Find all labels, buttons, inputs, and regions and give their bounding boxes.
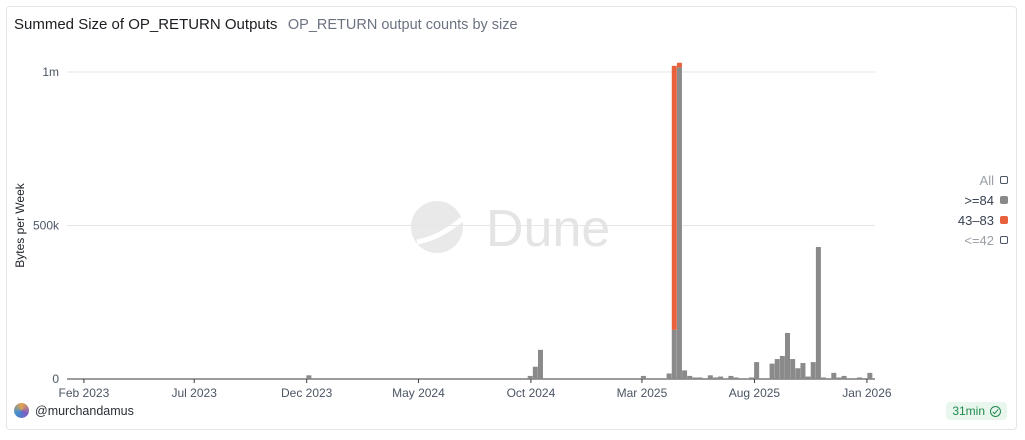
bar-ge84[interactable] <box>836 377 842 379</box>
bar-ge84[interactable] <box>790 359 796 379</box>
author-name: @murchandamus <box>35 403 134 418</box>
bar-ge84[interactable] <box>537 349 543 379</box>
legend-swatch <box>1000 176 1008 184</box>
bar-ge84[interactable] <box>795 368 801 379</box>
y-tick-label: 500k <box>33 219 60 233</box>
y-tick-label: 1m <box>42 65 59 79</box>
x-tick-label: Aug 2025 <box>729 386 781 400</box>
bar-ge84[interactable] <box>810 362 816 379</box>
bar-ge84[interactable] <box>785 332 791 379</box>
legend-item[interactable]: >=84 <box>928 190 1008 210</box>
bar-ge84[interactable] <box>707 375 713 379</box>
author[interactable]: @murchandamus <box>14 403 134 418</box>
watermark-text: Dune <box>486 200 610 258</box>
bar-43-83[interactable] <box>676 62 682 68</box>
legend-label: 43–83 <box>957 212 994 228</box>
legend-label: All <box>979 172 994 188</box>
x-tick-label: Jan 2026 <box>842 386 892 400</box>
refresh-time: 31min <box>952 404 985 418</box>
check-circle-icon <box>990 405 1001 417</box>
legend-item[interactable]: 43–83 <box>928 210 1008 230</box>
bar-ge84[interactable] <box>774 359 780 379</box>
bar-ge84[interactable] <box>527 375 533 379</box>
x-tick-label: Feb 2023 <box>59 386 110 400</box>
avatar <box>14 403 29 418</box>
legend-swatch <box>1000 216 1008 224</box>
legend-item[interactable]: <=42 <box>928 230 1008 250</box>
bar-ge84[interactable] <box>779 355 785 379</box>
bar-ge84[interactable] <box>676 67 682 380</box>
legend-label: >=84 <box>964 192 994 208</box>
bar-ge84[interactable] <box>733 377 739 379</box>
chart-header: Summed Size of OP_RETURN Outputs OP_RETU… <box>14 16 518 34</box>
chart-legend: All >=84 43–83 <=42 <box>928 170 1008 250</box>
bar-ge84[interactable] <box>697 377 703 379</box>
bar-ge84[interactable] <box>728 375 734 379</box>
bar-ge84[interactable] <box>640 375 646 379</box>
dune-watermark: Dune <box>411 200 610 258</box>
y-tick-label: 0 <box>52 372 59 386</box>
refresh-badge[interactable]: 31min <box>946 402 1007 420</box>
y-axis-label: Bytes per Week <box>13 182 27 267</box>
bar-ge84[interactable] <box>666 373 672 379</box>
bar-ge84[interactable] <box>682 370 688 379</box>
bar-ge84[interactable] <box>532 366 538 379</box>
legend-swatch <box>1000 196 1008 204</box>
bar-ge84[interactable] <box>712 377 718 379</box>
x-tick-label: Jul 2023 <box>172 386 218 400</box>
bar-ge84[interactable] <box>800 363 806 379</box>
bar-ge84[interactable] <box>857 377 863 379</box>
bar-ge84[interactable] <box>718 376 724 379</box>
bar-ge84[interactable] <box>306 375 312 379</box>
bar-ge84[interactable] <box>821 377 827 379</box>
chart-card <box>6 6 1017 430</box>
legend-item[interactable]: All <box>928 170 1008 190</box>
chart-subtitle: OP_RETURN output counts by size <box>287 17 518 33</box>
chart-title: Summed Size of OP_RETURN Outputs <box>14 16 278 33</box>
bar-43-83[interactable] <box>671 65 677 330</box>
bar-ge84[interactable] <box>841 375 847 379</box>
bar-ge84[interactable] <box>754 362 760 379</box>
bar-ge84[interactable] <box>867 372 873 379</box>
bar-ge84[interactable] <box>692 377 698 379</box>
bar-ge84[interactable] <box>805 376 811 379</box>
bar-ge84[interactable] <box>815 246 821 379</box>
bar-ge84[interactable] <box>671 329 677 379</box>
x-tick-label: Mar 2025 <box>617 386 668 400</box>
legend-swatch <box>1000 236 1008 244</box>
bar-ge84[interactable] <box>769 363 775 379</box>
bar-ge84[interactable] <box>831 372 837 379</box>
legend-label: <=42 <box>964 232 994 248</box>
x-tick-label: Dec 2023 <box>281 386 333 400</box>
x-tick-label: May 2024 <box>392 386 445 400</box>
x-tick-label: Oct 2024 <box>507 386 556 400</box>
bar-ge84[interactable] <box>748 377 754 379</box>
bar-ge84[interactable] <box>687 375 693 379</box>
